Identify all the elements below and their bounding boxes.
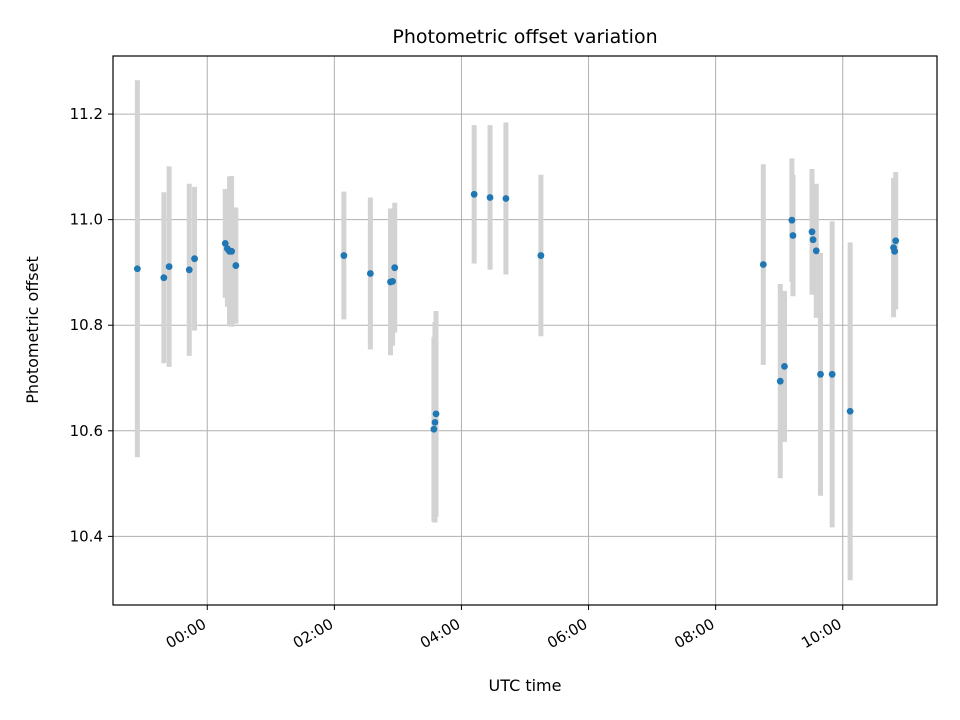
data-point [228, 247, 236, 255]
data-point [430, 425, 438, 433]
data-point [789, 232, 797, 239]
y-axis-label: Photometric offset [23, 256, 42, 404]
y-tick-label: 10.8 [70, 316, 103, 334]
x-tick-label: 00:00 [163, 615, 209, 652]
y-tick-label: 11.0 [70, 211, 103, 229]
data-point [470, 190, 478, 198]
data-point [391, 264, 399, 272]
data-point [846, 407, 854, 415]
x-axis-ticks: 00:00 02:00 04:00 06:00 08:00 10:00 [163, 605, 845, 652]
data-point [809, 236, 817, 244]
data-point [432, 410, 440, 418]
data-point [340, 252, 348, 259]
data-point [828, 370, 836, 378]
data-point [817, 370, 824, 378]
data-point [185, 266, 193, 274]
data-point [366, 270, 374, 277]
data-point [232, 262, 240, 269]
y-tick-label: 10.4 [70, 527, 103, 545]
x-axis-label: UTC time [489, 676, 562, 695]
data-point [165, 263, 173, 271]
data-point [808, 228, 816, 236]
data-point [486, 194, 494, 201]
y-tick-label: 10.6 [70, 422, 103, 440]
x-tick-label: 06:00 [544, 615, 590, 652]
y-axis-ticks: 10.4 10.6 10.8 11.0 11.2 [70, 105, 113, 545]
data-point [788, 216, 796, 224]
data-point [133, 265, 141, 273]
plot-frame [112, 55, 938, 606]
data-points [133, 190, 900, 433]
data-point [191, 255, 198, 263]
data-point [160, 274, 168, 282]
data-point [776, 377, 784, 385]
x-tick-label: 02:00 [290, 615, 336, 652]
x-tick-label: 08:00 [671, 615, 717, 652]
data-point [759, 261, 767, 268]
data-point [891, 247, 899, 255]
data-point [221, 239, 229, 247]
data-point [389, 278, 397, 285]
x-tick-label: 04:00 [417, 615, 463, 652]
data-point [812, 247, 820, 255]
data-point [892, 237, 900, 245]
error-bars [134, 80, 899, 581]
data-point [431, 418, 439, 426]
data-point [502, 195, 510, 202]
grid-lines [113, 56, 937, 605]
x-tick-label: 10:00 [798, 615, 844, 652]
data-point [781, 362, 788, 370]
data-point [537, 252, 545, 259]
chart-title: Photometric offset variation [392, 26, 657, 48]
y-tick-label: 11.2 [70, 105, 103, 123]
